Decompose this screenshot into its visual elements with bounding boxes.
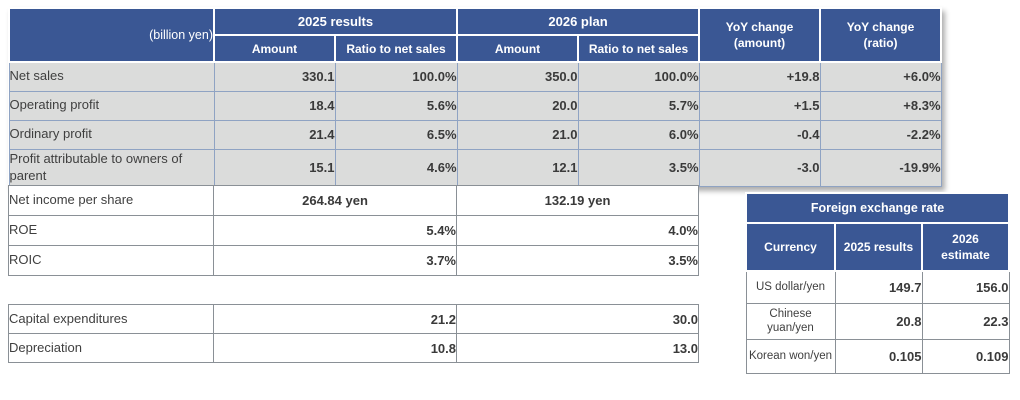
value-cell: 0.109	[921, 338, 1010, 374]
header-2025-results: 2025 results	[212, 7, 459, 36]
fx-2026-estimate-label: 2026 estimate	[941, 231, 990, 262]
fx-header-2025-results: 2025 results	[834, 222, 923, 272]
row-label: ROIC	[8, 245, 214, 276]
value-cell: -2.2%	[819, 119, 942, 150]
value-cell: 21.4	[213, 119, 336, 150]
row-label: Capital expenditures	[8, 304, 214, 334]
header-row-sub: Amount Ratio to net sales Amount Ratio t…	[9, 34, 941, 63]
currency-label: Korean won/yen	[745, 338, 836, 374]
value-cell: 100.0%	[577, 61, 700, 92]
value-cell: 3.5%	[456, 245, 699, 276]
value-cell: 6.5%	[334, 119, 458, 150]
results-table: (billion yen) 2025 results 2026 plan YoY…	[8, 7, 943, 187]
value-cell: -0.4	[698, 119, 821, 150]
value-cell: 12.1	[456, 148, 579, 187]
value-cell: -3.0	[698, 148, 821, 187]
value-cell: 3.7%	[213, 245, 457, 276]
value-cell: 4.0%	[456, 215, 699, 246]
fx-table: Foreign exchange rate Currency 2025 resu…	[745, 192, 1010, 374]
row-label: Depreciation	[8, 333, 214, 363]
row-label: Net sales	[8, 61, 215, 92]
table-row-net-income-per-share: Net income per share 264.84 yen 132.19 y…	[8, 185, 699, 216]
unit-label-cell: (billion yen)	[8, 7, 215, 63]
table-row-roe: ROE 5.4% 4.0%	[8, 215, 699, 246]
value-cell: +6.0%	[819, 61, 942, 92]
value-cell: 100.0%	[334, 61, 458, 92]
row-label: Net income per share	[8, 185, 214, 216]
currency-label: Chinese yuan/yen	[745, 302, 836, 340]
capex-table: Capital expenditures 21.2 30.0 Depreciat…	[8, 304, 699, 363]
value-cell: 330.1	[213, 61, 336, 92]
metrics-table: Net income per share 264.84 yen 132.19 y…	[8, 185, 699, 276]
yoy-amount-label: YoY change (amount)	[725, 19, 794, 50]
fx-row-korean-won: Korean won/yen 0.105 0.109	[745, 338, 1010, 374]
value-cell: 350.0	[456, 61, 579, 92]
currency-label: US dollar/yen	[745, 270, 836, 304]
table-row-ordinary-profit: Ordinary profit 21.4 6.5% 21.0 6.0% -0.4…	[8, 119, 942, 150]
value-cell: 5.7%	[577, 90, 700, 121]
yoy-ratio-label: YoY change (ratio)	[846, 19, 915, 50]
value-cell: 5.4%	[213, 215, 457, 246]
value-cell: 30.0	[456, 304, 699, 334]
value-cell: 0.105	[834, 338, 923, 374]
fx-table-title: Foreign exchange rate	[745, 192, 1010, 224]
header-ratio-2025: Ratio to net sales	[333, 34, 459, 63]
header-amount-2026: Amount	[456, 34, 580, 63]
value-cell: 264.84 yen	[213, 185, 457, 216]
value-cell: 18.4	[213, 90, 336, 121]
table-row-net-sales: Net sales 330.1 100.0% 350.0 100.0% +19.…	[8, 61, 942, 92]
value-cell: -19.9%	[819, 148, 942, 187]
value-cell: 22.3	[921, 302, 1010, 340]
value-cell: 132.19 yen	[456, 185, 699, 216]
value-cell: 15.1	[213, 148, 336, 187]
value-cell: 149.7	[834, 270, 923, 304]
value-cell: +19.8	[698, 61, 821, 92]
value-cell: 156.0	[921, 270, 1010, 304]
value-cell: 13.0	[456, 333, 699, 363]
row-label: Ordinary profit	[8, 119, 215, 150]
table-row-depreciation: Depreciation 10.8 13.0	[8, 333, 699, 363]
fx-row-chinese-yuan: Chinese yuan/yen 20.8 22.3	[745, 302, 1010, 340]
header-ratio-2026: Ratio to net sales	[577, 34, 701, 63]
header-yoy-amount: YoY change (amount)	[698, 7, 822, 63]
fx-header-row: Currency 2025 results 2026 estimate	[745, 222, 1010, 272]
row-label: Operating profit	[8, 90, 215, 121]
value-cell: +1.5	[698, 90, 821, 121]
table-row-operating-profit: Operating profit 18.4 5.6% 20.0 5.7% +1.…	[8, 90, 942, 121]
header-yoy-ratio: YoY change (ratio)	[819, 7, 943, 63]
fx-title-row: Foreign exchange rate	[745, 192, 1010, 224]
value-cell: 20.8	[834, 302, 923, 340]
value-cell: +8.3%	[819, 90, 942, 121]
fx-header-2026-estimate: 2026 estimate	[921, 222, 1010, 272]
fx-header-currency: Currency	[745, 222, 836, 272]
header-row-groups: (billion yen) 2025 results 2026 plan YoY…	[8, 7, 943, 63]
row-label: ROE	[8, 215, 214, 246]
value-cell: 10.8	[213, 333, 457, 363]
header-2026-plan: 2026 plan	[456, 7, 701, 36]
value-cell: 3.5%	[577, 148, 700, 187]
table-row-capital-expenditures: Capital expenditures 21.2 30.0	[8, 304, 699, 334]
value-cell: 5.6%	[334, 90, 458, 121]
value-cell: 20.0	[456, 90, 579, 121]
value-cell: 21.0	[456, 119, 579, 150]
value-cell: 6.0%	[577, 119, 700, 150]
table-row-profit-attributable: Profit attributable to owners of parent …	[8, 148, 942, 187]
header-amount-2025: Amount	[213, 34, 336, 63]
row-label: Profit attributable to owners of parent	[8, 148, 215, 187]
value-cell: 4.6%	[334, 148, 458, 187]
fx-row-us-dollar: US dollar/yen 149.7 156.0	[745, 270, 1010, 304]
value-cell: 21.2	[213, 304, 457, 334]
table-row-roic: ROIC 3.7% 3.5%	[8, 245, 699, 276]
